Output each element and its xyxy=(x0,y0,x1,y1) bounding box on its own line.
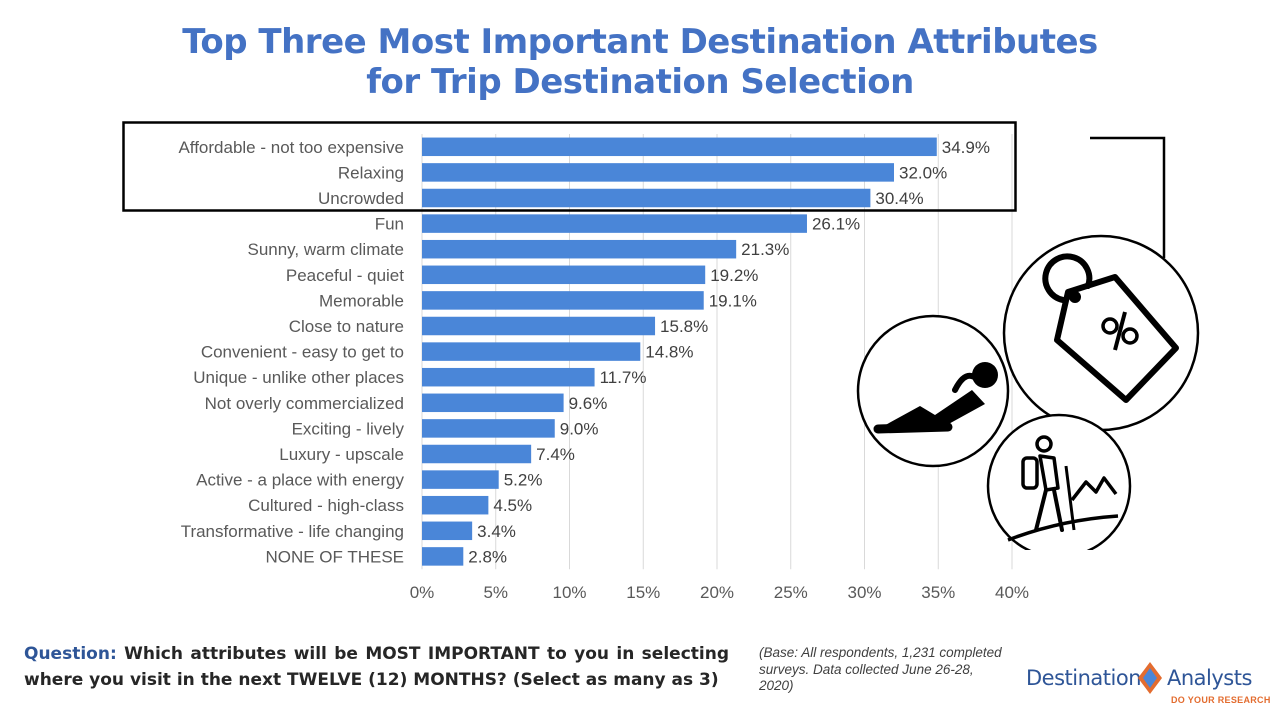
bar xyxy=(422,163,894,182)
category-label: Relaxing xyxy=(338,163,404,182)
category-label: Convenient - easy to get to xyxy=(201,343,404,362)
value-label: 32.0% xyxy=(899,163,947,182)
logo-word-destination: Destination xyxy=(1026,666,1142,690)
bar xyxy=(422,547,464,566)
bar xyxy=(422,521,473,541)
category-label: Affordable - not too expensive xyxy=(178,138,404,157)
bar xyxy=(422,239,737,259)
category-label: Exciting - lively xyxy=(292,419,405,438)
bar xyxy=(422,188,871,208)
title-line-2: for Trip Destination Selection xyxy=(366,62,914,102)
bar xyxy=(422,393,564,413)
category-label: Memorable xyxy=(319,291,404,310)
value-label: 21.3% xyxy=(741,240,789,259)
x-axis-ticks: 0% 5% 10% 15% 20% 25% 30% 35% 40% xyxy=(410,583,1029,602)
category-label: Not overly commercialized xyxy=(205,394,404,413)
logo-diamond-icon xyxy=(1138,662,1162,694)
value-label: 4.5% xyxy=(493,496,532,515)
bars xyxy=(422,137,937,566)
x-tick-label: 5% xyxy=(483,583,508,602)
category-label: Uncrowded xyxy=(318,189,404,208)
x-tick-label: 40% xyxy=(995,583,1029,602)
x-tick-label: 10% xyxy=(552,583,586,602)
value-label: 2.8% xyxy=(468,547,507,566)
destination-analysts-logo: Destination Analysts DO YOUR RESEARCH xyxy=(1024,658,1274,708)
icon-cluster xyxy=(856,136,1200,550)
question-body: Which attributes will be MOST IMPORTANT … xyxy=(24,644,729,690)
bar xyxy=(422,495,489,515)
value-label: 9.0% xyxy=(560,419,599,438)
category-label: Unique - unlike other places xyxy=(193,368,404,387)
title-line-1: Top Three Most Important Destination Att… xyxy=(182,22,1098,62)
category-label: Peaceful - quiet xyxy=(286,266,404,285)
category-label: Luxury - upscale xyxy=(279,445,404,464)
x-tick-label: 0% xyxy=(410,583,435,602)
base-note: (Base: All respondents, 1,231 completed … xyxy=(759,645,1002,693)
bar xyxy=(422,291,704,310)
value-label: 11.7% xyxy=(600,368,647,387)
value-label: 26.1% xyxy=(812,215,860,234)
category-label: Active - a place with energy xyxy=(196,471,404,490)
x-tick-label: 15% xyxy=(626,583,660,602)
bar xyxy=(422,265,706,285)
value-label: 19.2% xyxy=(710,266,758,285)
connector-line xyxy=(1090,136,1166,258)
bar xyxy=(422,316,656,336)
category-label: Cultured - high-class xyxy=(248,496,404,515)
value-labels: 34.9% 32.0% 30.4% 26.1% 21.3% 19.2% 19.1%15.8%… xyxy=(468,138,990,567)
value-label: 14.8% xyxy=(645,343,693,362)
category-labels: Affordable - not too expensive Relaxing Un… xyxy=(178,138,404,567)
bar-chart: Affordable - not too expensive Relaxing Un… xyxy=(122,121,1029,602)
chart-title: Top Three Most Important Destination Att… xyxy=(140,22,1140,102)
category-label: Fun xyxy=(375,215,404,234)
category-label: Sunny, warm climate xyxy=(247,240,404,259)
value-label: 34.9% xyxy=(942,138,990,157)
category-label: Transformative - life changing xyxy=(181,522,404,541)
x-tick-label: 30% xyxy=(847,583,881,602)
relaxing-person-icon xyxy=(856,314,1010,468)
logo-tagline: DO YOUR RESEARCH xyxy=(1171,695,1271,705)
bar xyxy=(422,137,937,157)
bar xyxy=(422,444,532,464)
x-tick-label: 20% xyxy=(700,583,734,602)
bar xyxy=(422,419,555,438)
value-label: 19.1% xyxy=(709,291,757,310)
value-label: 15.8% xyxy=(660,317,708,336)
question-text: Question: Which attributes will be MOST … xyxy=(24,641,729,693)
logo-word-analysts: Analysts xyxy=(1167,666,1252,690)
value-label: 7.4% xyxy=(536,445,575,464)
category-label: Close to nature xyxy=(289,317,404,336)
category-label: NONE OF THESE xyxy=(265,547,404,566)
bar xyxy=(422,367,595,387)
value-label: 3.4% xyxy=(477,522,516,541)
x-tick-label: 25% xyxy=(774,583,808,602)
price-tag-percent-icon xyxy=(1002,234,1200,432)
top-three-highlight-box xyxy=(122,121,1017,212)
question-label: Question: xyxy=(24,644,117,664)
bar xyxy=(422,214,807,233)
value-label: 30.4% xyxy=(875,189,923,208)
x-tick-label: 35% xyxy=(921,583,955,602)
bar xyxy=(422,342,641,361)
value-label: 5.2% xyxy=(504,471,543,490)
value-label: 9.6% xyxy=(569,394,608,413)
bar xyxy=(422,470,499,489)
hiker-mountain-icon xyxy=(986,413,1132,550)
